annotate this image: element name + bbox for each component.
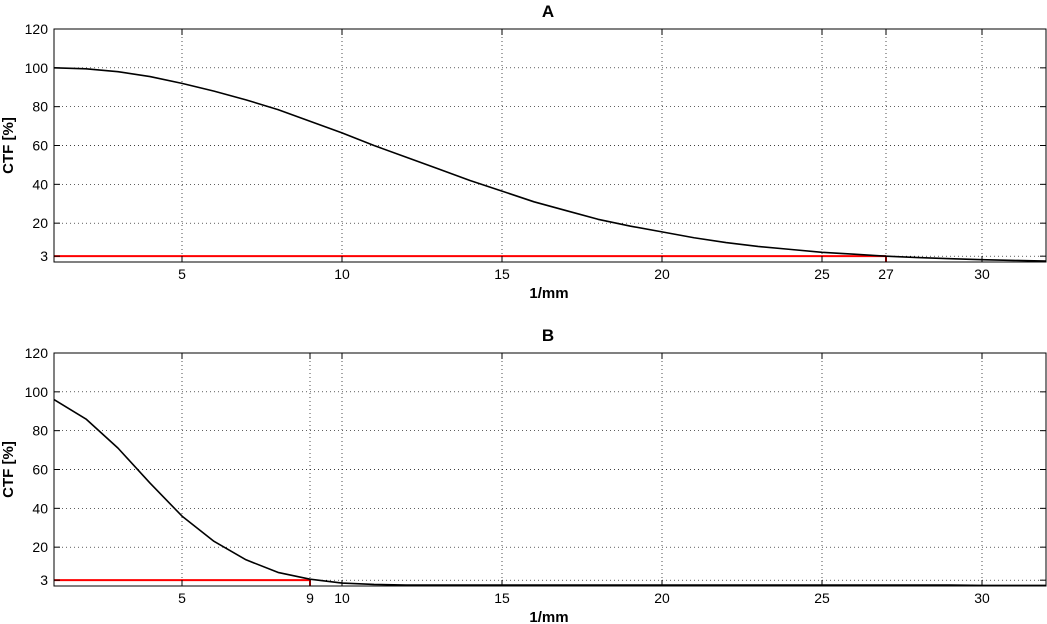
x-tick-label: 10 xyxy=(334,590,350,606)
y-axis-label: CTF [%] xyxy=(0,117,17,174)
y-tick-label: 3 xyxy=(40,248,48,264)
x-tick-label: 25 xyxy=(814,266,830,282)
y-tick-label: 60 xyxy=(32,462,48,478)
series-group xyxy=(53,67,1047,262)
y-axis-label: CTF [%] xyxy=(0,441,17,498)
x-tick-label: 20 xyxy=(654,266,670,282)
y-tick-label: 3 xyxy=(40,572,48,588)
chart-panel-a: 5 10 15 20 25 27 30 3 20 40 60 80 100 120 A 1/mm CTF … xyxy=(0,2,1047,302)
y-tick-label: 120 xyxy=(25,345,49,361)
y-tick-label: 40 xyxy=(32,500,48,516)
x-tick-label: 27 xyxy=(878,266,894,282)
y-tick-label: 20 xyxy=(32,539,48,555)
panel-title: B xyxy=(542,326,554,345)
x-axis-label: 1/mm xyxy=(529,609,568,624)
y-tick-label: 60 xyxy=(32,138,48,154)
series-line xyxy=(53,398,1046,587)
x-tick-label: 30 xyxy=(974,590,990,606)
y-tick-label: 40 xyxy=(32,176,48,192)
series-group xyxy=(53,398,1046,587)
chart-panel-b: 5 9 10 15 20 25 30 3 20 40 60 80 100 120 B 1/mm CTF [… xyxy=(0,326,1047,624)
y-tick-label: 80 xyxy=(32,423,48,439)
x-tick-label: 10 xyxy=(334,266,350,282)
x-tick-label: 15 xyxy=(494,266,510,282)
x-tick-label: 20 xyxy=(654,590,670,606)
panel-title: A xyxy=(542,2,554,21)
y-tick-label: 80 xyxy=(32,99,48,115)
x-tick-label: 15 xyxy=(494,590,510,606)
grid-lines xyxy=(54,352,1046,586)
x-tick-label: 30 xyxy=(974,266,990,282)
y-tick-label: 20 xyxy=(32,215,48,231)
y-tick-label: 100 xyxy=(25,384,49,400)
axis-ticks: 5 10 15 20 25 27 30 3 20 40 60 80 100 120 xyxy=(25,21,1046,282)
y-tick-label: 120 xyxy=(25,21,49,37)
x-tick-label: 9 xyxy=(306,590,314,606)
x-axis-label: 1/mm xyxy=(529,285,568,302)
x-tick-label: 5 xyxy=(178,266,186,282)
y-tick-label: 100 xyxy=(25,60,49,76)
x-tick-label: 25 xyxy=(814,590,830,606)
axis-ticks: 5 9 10 15 20 25 30 3 20 40 60 80 100 120 xyxy=(25,345,1046,606)
series-line xyxy=(53,67,1047,262)
x-tick-label: 5 xyxy=(178,590,186,606)
